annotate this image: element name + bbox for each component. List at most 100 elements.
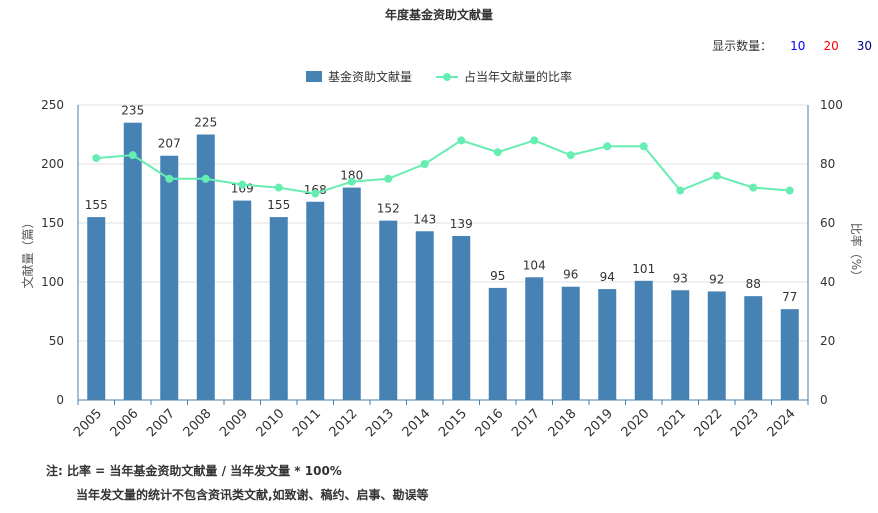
- bar-2009: [233, 200, 252, 400]
- y2-tick-label: 60: [820, 216, 835, 230]
- bar-2016: [488, 287, 507, 400]
- chart-title: 年度基金资助文献量: [384, 8, 493, 22]
- ratio-point-2023: [749, 183, 758, 192]
- bar-value-label: 207: [158, 137, 181, 151]
- chart-legend: 基金资助文献量 占当年文献量的比率: [0, 68, 878, 85]
- bar-value-label: 95: [490, 269, 505, 283]
- ratio-point-2021: [676, 186, 685, 195]
- x-tick-label: 2023: [728, 406, 762, 440]
- x-tick-label: 2005: [71, 406, 105, 440]
- bar-2012: [342, 187, 361, 400]
- bar-2010: [269, 217, 288, 400]
- bar-2007: [160, 155, 179, 400]
- x-tick-label: 2007: [144, 406, 178, 440]
- bar-2005: [87, 217, 106, 400]
- ratio-point-2011: [311, 189, 320, 198]
- bar-value-label: 77: [782, 290, 797, 304]
- legend-line-label: 占当年文献量的比率: [464, 70, 573, 84]
- note-line-1: 注: 比率 = 当年基金资助文献量 / 当年发文量 * 100%: [46, 464, 342, 478]
- ratio-point-2015: [457, 136, 466, 145]
- bar-value-label: 180: [340, 169, 363, 183]
- y2-tick-label: 40: [820, 275, 835, 289]
- bar-2024: [780, 309, 799, 400]
- bar-value-label: 225: [194, 116, 217, 130]
- x-tick-label: 2022: [692, 406, 726, 440]
- y-tick-label: 0: [56, 393, 64, 407]
- bar-value-label: 143: [413, 212, 436, 226]
- x-tick-label: 2006: [108, 406, 142, 440]
- display-count-selector: 显示数量： 10 20 30: [712, 37, 872, 54]
- ratio-point-2009: [238, 180, 247, 189]
- y-axis-title: 文献量（篇）: [20, 216, 35, 288]
- ratio-point-2006: [128, 151, 137, 160]
- ratio-point-2016: [493, 148, 502, 157]
- bar-2023: [744, 296, 763, 400]
- bar-2008: [196, 134, 215, 400]
- ratio-point-2007: [165, 174, 174, 183]
- x-tick-label: 2021: [655, 406, 689, 440]
- bar-value-label: 94: [600, 270, 615, 284]
- bar-2011: [306, 201, 325, 400]
- bar-value-label: 96: [563, 268, 578, 282]
- y-tick-label: 150: [41, 216, 64, 230]
- ratio-point-2018: [566, 151, 575, 160]
- bar-value-label: 235: [121, 104, 144, 118]
- ratio-point-2005: [92, 154, 101, 163]
- note-line-2: 当年发文量的统计不包含资讯类文献,如致谢、稿约、启事、勘误等: [76, 488, 429, 502]
- legend-item-line[interactable]: 占当年文献量的比率: [436, 68, 572, 85]
- x-tick-label: 2012: [327, 406, 361, 440]
- ratio-line: [96, 139, 790, 195]
- ratio-point-2010: [274, 183, 283, 192]
- display-count-option-10[interactable]: 10: [790, 38, 806, 53]
- bar-2015: [452, 235, 471, 400]
- bar-value-label: 155: [85, 198, 108, 212]
- legend-line-swatch: [436, 71, 458, 82]
- x-tick-label: 2010: [254, 406, 288, 440]
- x-tick-label: 2015: [436, 406, 470, 440]
- display-count-option-20[interactable]: 20: [823, 38, 839, 53]
- ratio-point-2013: [384, 174, 393, 183]
- ratio-point-2017: [530, 136, 539, 145]
- x-tick-label: 2024: [765, 406, 799, 440]
- bar-2013: [379, 220, 398, 400]
- ratio-point-2008: [201, 174, 210, 183]
- y-tick-label: 250: [41, 98, 64, 112]
- bar-2020: [634, 280, 653, 400]
- ratio-point-2012: [347, 177, 356, 186]
- y2-tick-label: 80: [820, 157, 835, 171]
- bar-2022: [707, 291, 726, 400]
- x-tick-label: 2011: [290, 406, 324, 440]
- y2-tick-label: 100: [820, 98, 843, 112]
- x-tick-label: 2020: [619, 406, 653, 440]
- bar-2018: [561, 286, 580, 400]
- bar-value-label: 92: [709, 272, 724, 286]
- bar-value-label: 152: [377, 202, 400, 216]
- y2-tick-label: 20: [820, 334, 835, 348]
- display-count-option-30[interactable]: 30: [856, 38, 872, 53]
- bar-value-label: 155: [267, 198, 290, 212]
- x-tick-label: 2013: [363, 406, 397, 440]
- x-tick-label: 2016: [473, 406, 507, 440]
- display-count-label: 显示数量：: [712, 39, 773, 53]
- legend-bar-swatch: [305, 71, 322, 82]
- y2-axis-title: 比率（%）: [849, 223, 864, 282]
- ratio-point-2024: [785, 186, 794, 195]
- legend-bar-label: 基金资助文献量: [327, 70, 412, 84]
- y-tick-label: 50: [49, 334, 64, 348]
- bar-2019: [598, 289, 617, 400]
- y-tick-label: 100: [41, 275, 64, 289]
- ratio-point-2014: [420, 160, 429, 168]
- legend-item-bar[interactable]: 基金资助文献量: [305, 68, 412, 85]
- x-tick-label: 2017: [509, 406, 543, 440]
- y2-tick-label: 0: [820, 393, 828, 407]
- bar-2017: [525, 277, 544, 400]
- x-tick-label: 2009: [217, 406, 251, 440]
- bar-2014: [415, 231, 434, 400]
- bar-value-label: 104: [523, 258, 546, 272]
- x-tick-label: 2014: [400, 406, 434, 440]
- bar-2021: [671, 290, 690, 400]
- x-tick-label: 2008: [181, 406, 215, 440]
- ratio-point-2019: [603, 142, 612, 151]
- bar-2006: [123, 122, 142, 400]
